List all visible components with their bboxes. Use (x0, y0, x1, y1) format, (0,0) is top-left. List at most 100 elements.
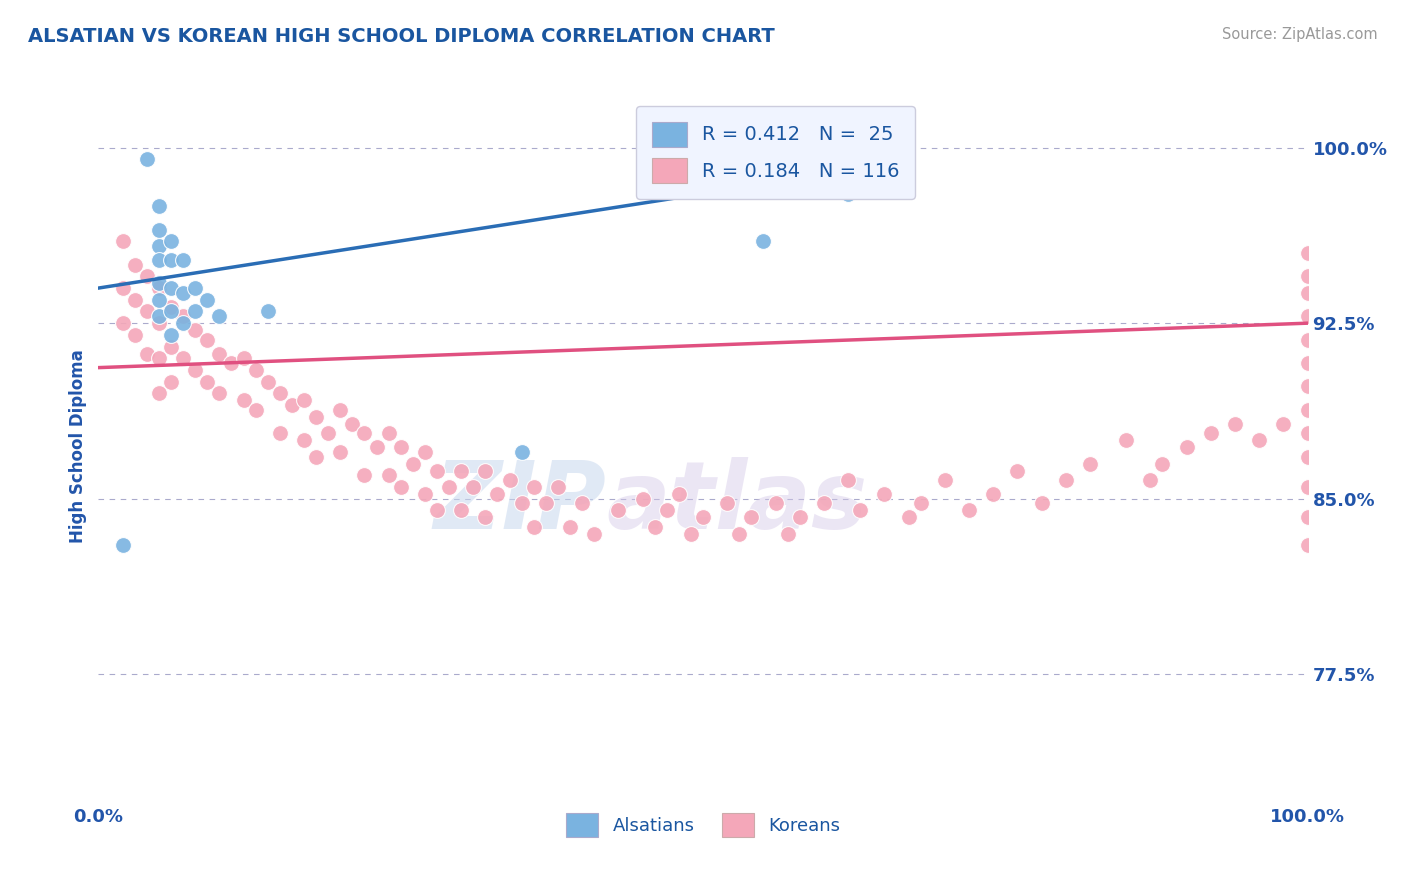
Point (1296, 333, 1319, 347)
Point (1296, 450, 1319, 464)
Point (184, 363, 207, 377)
Point (148, 252, 170, 267)
Point (269, 426, 291, 441)
Point (1272, 417, 1295, 431)
Point (547, 480, 569, 494)
Point (135, 153, 157, 167)
Point (160, 304, 183, 318)
Point (934, 473, 956, 487)
Point (1296, 356, 1319, 370)
Point (124, 327, 146, 342)
Point (208, 346, 231, 360)
Point (571, 496, 593, 510)
Point (837, 473, 859, 487)
Point (256, 375, 278, 389)
Point (981, 487, 1004, 501)
Point (450, 503, 472, 517)
Point (172, 351, 194, 366)
Point (148, 309, 170, 323)
Point (208, 309, 231, 323)
Point (437, 480, 460, 494)
Point (135, 304, 157, 318)
Point (366, 440, 388, 454)
Point (292, 433, 315, 447)
Point (160, 281, 183, 295)
Point (1249, 433, 1271, 447)
Point (463, 480, 485, 494)
Point (195, 293, 218, 307)
Point (329, 402, 352, 417)
Point (111, 316, 134, 330)
Point (789, 510, 811, 524)
Point (377, 468, 399, 483)
Point (692, 510, 714, 524)
Point (172, 309, 194, 323)
Point (256, 304, 278, 318)
Point (124, 258, 146, 272)
Point (148, 293, 170, 307)
Point (160, 234, 183, 248)
Point (607, 503, 630, 517)
Point (1296, 309, 1319, 323)
Point (221, 356, 243, 370)
Point (160, 327, 183, 342)
Point (849, 503, 872, 517)
Point (1296, 402, 1319, 417)
Point (135, 269, 157, 284)
Point (316, 426, 339, 441)
Point (534, 496, 557, 510)
Point (752, 234, 775, 248)
Point (148, 316, 170, 330)
Point (873, 487, 896, 501)
Y-axis label: High School Diploma: High School Diploma (69, 349, 87, 543)
Point (1296, 510, 1319, 524)
Point (184, 281, 207, 295)
Point (668, 487, 690, 501)
Point (957, 503, 980, 517)
Point (1031, 496, 1053, 510)
Point (184, 323, 207, 337)
Point (716, 496, 738, 510)
Point (148, 239, 170, 253)
Point (184, 304, 207, 318)
Point (111, 538, 134, 552)
Point (329, 445, 352, 459)
Point (813, 496, 835, 510)
Point (1296, 426, 1319, 441)
Point (1175, 440, 1198, 454)
Point (148, 386, 170, 401)
Point (1223, 417, 1246, 431)
Point (510, 445, 533, 459)
Point (510, 496, 533, 510)
Point (148, 277, 170, 291)
Point (426, 464, 449, 478)
Text: Source: ZipAtlas.com: Source: ZipAtlas.com (1222, 27, 1378, 42)
Point (1296, 269, 1319, 284)
Point (728, 526, 751, 541)
Point (232, 393, 254, 408)
Point (148, 281, 170, 295)
Text: atlas: atlas (606, 457, 868, 549)
Point (486, 487, 509, 501)
Point (474, 464, 496, 478)
Point (1007, 464, 1029, 478)
Point (1296, 379, 1319, 393)
Point (172, 285, 194, 300)
Point (413, 445, 436, 459)
Point (558, 519, 581, 533)
Point (765, 496, 787, 510)
Point (232, 351, 254, 366)
Point (269, 386, 291, 401)
Point (208, 386, 231, 401)
Point (910, 496, 932, 510)
Point (111, 281, 134, 295)
Point (1152, 457, 1174, 471)
Point (160, 375, 183, 389)
Point (245, 402, 267, 417)
Point (402, 457, 425, 471)
Point (474, 510, 496, 524)
Point (679, 526, 702, 541)
Point (305, 409, 328, 424)
Point (644, 519, 666, 533)
Point (897, 510, 920, 524)
